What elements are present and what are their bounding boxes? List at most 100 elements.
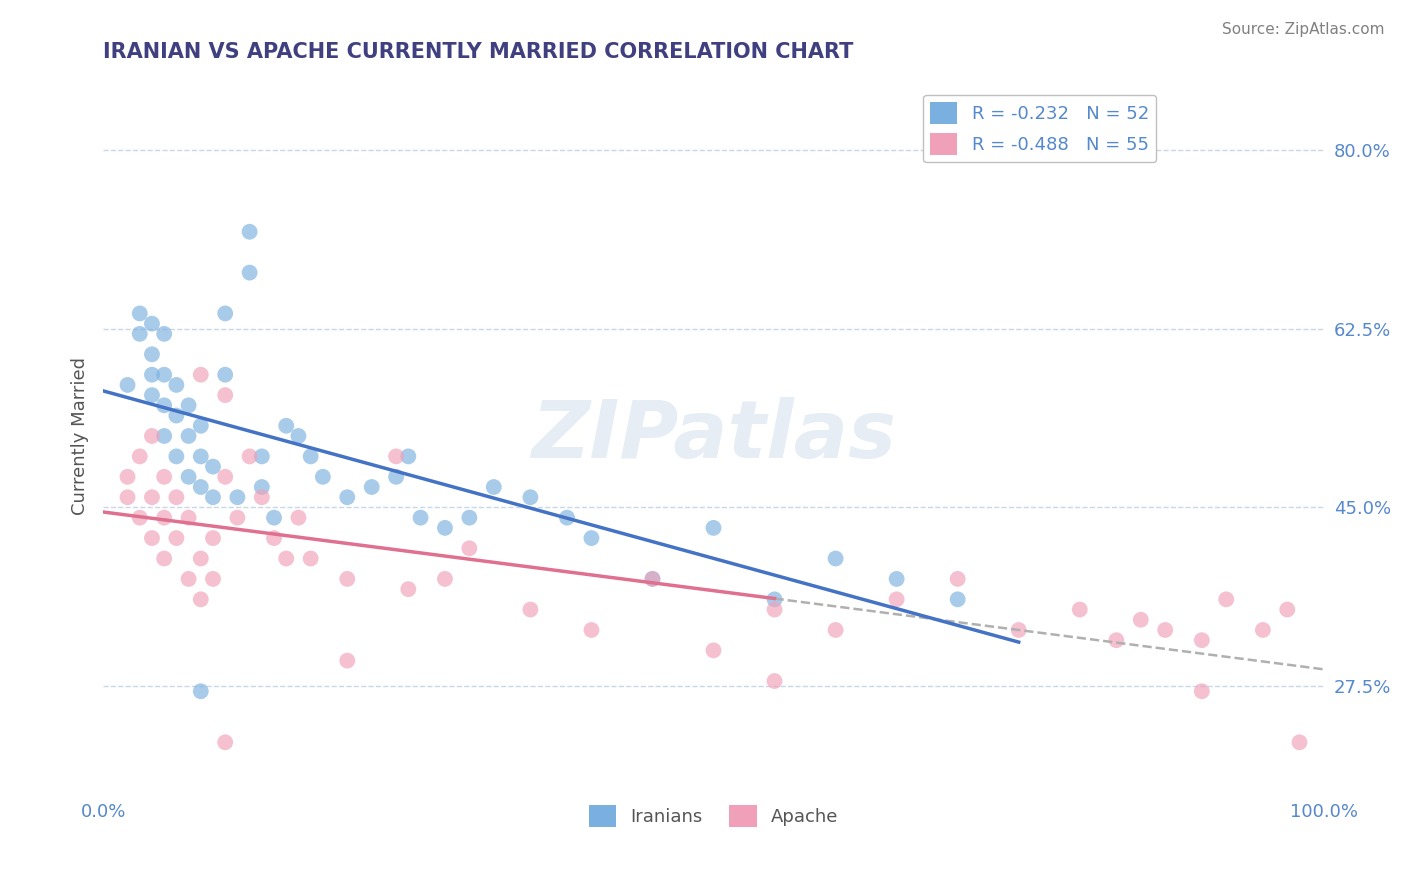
Point — [239, 450, 262, 464]
Point — [519, 490, 541, 504]
Point — [128, 510, 150, 524]
Point — [287, 510, 309, 524]
Point — [763, 592, 786, 607]
Point — [177, 510, 200, 524]
Point — [250, 450, 273, 464]
Point — [214, 735, 236, 749]
Point — [763, 673, 786, 688]
Point — [299, 551, 322, 566]
Point — [201, 531, 224, 545]
Point — [177, 398, 200, 412]
Point — [165, 378, 187, 392]
Point — [385, 450, 408, 464]
Point — [946, 592, 969, 607]
Point — [1154, 623, 1177, 637]
Point — [581, 623, 603, 637]
Point — [581, 531, 603, 545]
Point — [214, 306, 236, 320]
Point — [336, 654, 359, 668]
Point — [128, 326, 150, 341]
Point — [250, 490, 273, 504]
Point — [263, 531, 285, 545]
Point — [214, 470, 236, 484]
Point — [263, 510, 285, 524]
Point — [458, 510, 481, 524]
Point — [214, 368, 236, 382]
Point — [555, 510, 578, 524]
Point — [886, 572, 908, 586]
Point — [276, 418, 298, 433]
Point — [239, 266, 262, 280]
Point — [201, 572, 224, 586]
Point — [1191, 684, 1213, 698]
Point — [824, 551, 846, 566]
Point — [433, 572, 456, 586]
Point — [141, 368, 163, 382]
Point — [763, 602, 786, 616]
Point — [276, 551, 298, 566]
Point — [117, 490, 139, 504]
Point — [360, 480, 382, 494]
Point — [1215, 592, 1237, 607]
Point — [287, 429, 309, 443]
Y-axis label: Currently Married: Currently Married — [72, 357, 89, 515]
Point — [190, 684, 212, 698]
Point — [409, 510, 432, 524]
Point — [433, 521, 456, 535]
Point — [336, 572, 359, 586]
Point — [165, 450, 187, 464]
Text: Source: ZipAtlas.com: Source: ZipAtlas.com — [1222, 22, 1385, 37]
Point — [153, 429, 176, 443]
Point — [153, 368, 176, 382]
Point — [165, 531, 187, 545]
Point — [1105, 633, 1128, 648]
Point — [1251, 623, 1274, 637]
Point — [141, 490, 163, 504]
Point — [1129, 613, 1152, 627]
Point — [190, 480, 212, 494]
Point — [239, 225, 262, 239]
Point — [165, 490, 187, 504]
Legend: Iranians, Apache: Iranians, Apache — [582, 797, 845, 834]
Point — [177, 572, 200, 586]
Point — [250, 480, 273, 494]
Point — [482, 480, 505, 494]
Point — [214, 388, 236, 402]
Point — [141, 347, 163, 361]
Point — [396, 582, 419, 596]
Point — [153, 470, 176, 484]
Point — [458, 541, 481, 556]
Point — [177, 429, 200, 443]
Point — [312, 470, 335, 484]
Point — [1277, 602, 1299, 616]
Point — [128, 306, 150, 320]
Point — [1288, 735, 1310, 749]
Point — [226, 510, 249, 524]
Text: IRANIAN VS APACHE CURRENTLY MARRIED CORRELATION CHART: IRANIAN VS APACHE CURRENTLY MARRIED CORR… — [103, 42, 853, 62]
Point — [165, 409, 187, 423]
Point — [117, 470, 139, 484]
Point — [641, 572, 664, 586]
Point — [1008, 623, 1031, 637]
Point — [190, 418, 212, 433]
Point — [396, 450, 419, 464]
Point — [702, 643, 724, 657]
Point — [1191, 633, 1213, 648]
Point — [141, 388, 163, 402]
Point — [336, 490, 359, 504]
Point — [385, 470, 408, 484]
Point — [226, 490, 249, 504]
Text: ZIPatlas: ZIPatlas — [531, 397, 896, 475]
Point — [128, 450, 150, 464]
Point — [824, 623, 846, 637]
Point — [153, 551, 176, 566]
Point — [190, 551, 212, 566]
Point — [946, 572, 969, 586]
Point — [201, 459, 224, 474]
Point — [141, 531, 163, 545]
Point — [299, 450, 322, 464]
Point — [190, 592, 212, 607]
Point — [177, 470, 200, 484]
Point — [519, 602, 541, 616]
Point — [153, 510, 176, 524]
